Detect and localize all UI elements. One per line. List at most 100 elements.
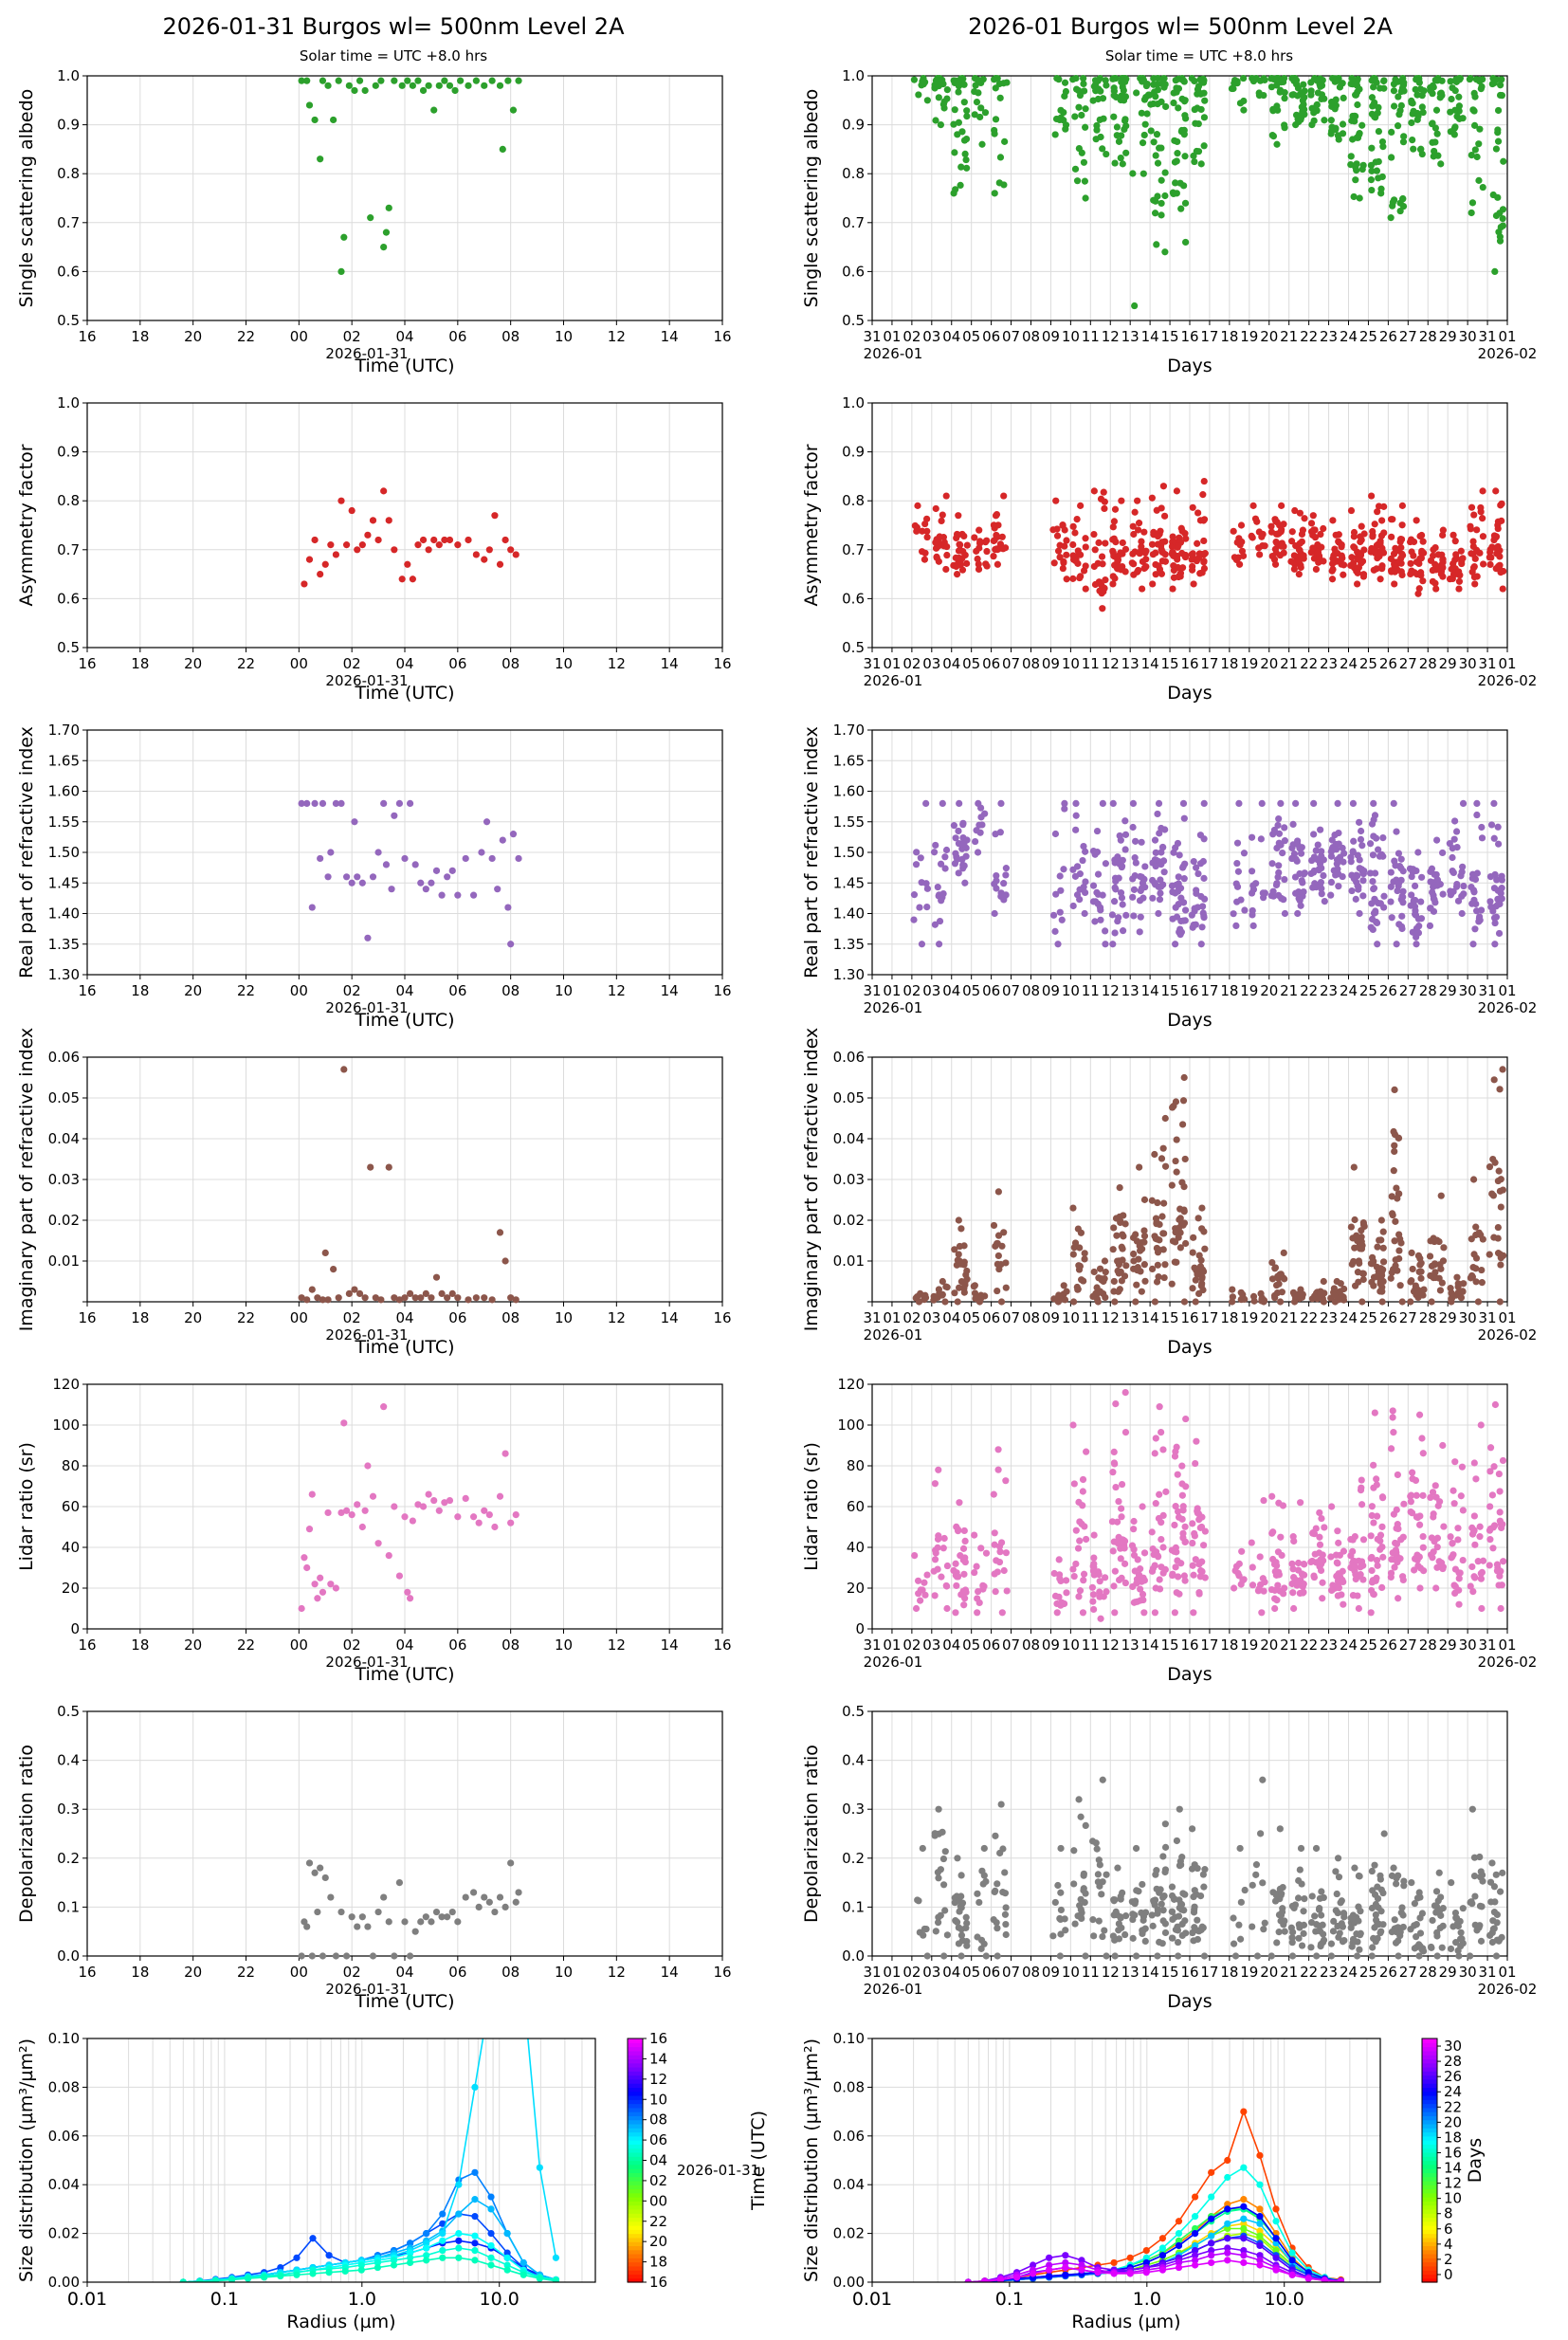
lr-day-point xyxy=(395,1572,404,1580)
dr-month-point xyxy=(1447,1945,1455,1953)
ssa-month-xtick-label: 20 xyxy=(1260,328,1278,345)
n-month-point xyxy=(1379,833,1387,842)
dr-month-xtick-label: 17 xyxy=(1200,1964,1218,1981)
ssa-month-point xyxy=(958,128,966,136)
ssa-month-point xyxy=(1071,113,1079,120)
k-month-point xyxy=(1000,1229,1008,1236)
g-month-point xyxy=(1416,532,1424,540)
k-month-point xyxy=(1427,1237,1434,1245)
ssa-month-point xyxy=(1240,97,1248,105)
n-day-point xyxy=(454,891,462,899)
lr-month-point xyxy=(1096,1578,1103,1585)
k-month-point xyxy=(936,1289,943,1297)
g-month-point xyxy=(1140,528,1148,536)
ssa-month-point xyxy=(1466,75,1473,83)
lr-month-xtick-label: 03 xyxy=(922,1636,940,1654)
k-month-point xyxy=(1347,1223,1355,1231)
subtitle-left: Solar time = UTC +8.0 hrs xyxy=(300,47,487,64)
lr-month-point xyxy=(1158,1563,1165,1571)
n-month-point xyxy=(1151,836,1159,844)
lr-month-point xyxy=(1078,1520,1085,1528)
k-month-point xyxy=(1390,1127,1397,1136)
ssa-month-point xyxy=(1468,209,1475,217)
dr-month-point xyxy=(1061,1915,1068,1923)
lr-month-point xyxy=(1340,1600,1347,1608)
lr-month-point xyxy=(1109,1469,1117,1476)
lr-month-point xyxy=(1178,1491,1186,1499)
lr-month-point xyxy=(1439,1563,1448,1571)
k-month-point xyxy=(1176,1205,1184,1213)
k-month-point xyxy=(994,1287,1001,1295)
lr-month-point xyxy=(1151,1562,1158,1569)
ssa-month-point xyxy=(996,94,1004,101)
ssa-month-point xyxy=(1352,176,1359,184)
n-month-point xyxy=(1354,882,1361,889)
dr-month-point xyxy=(1279,1905,1286,1912)
ssa-month-point xyxy=(992,116,1000,123)
g-month-point xyxy=(1056,554,1064,561)
g-month-point xyxy=(1486,546,1494,554)
dr-month-point xyxy=(1051,1898,1059,1907)
g-month-point xyxy=(1296,546,1304,554)
ssa-month-point xyxy=(1160,83,1168,91)
k-month-point xyxy=(1192,1276,1199,1284)
g-month-point xyxy=(1177,524,1185,532)
ssa-month-point xyxy=(1353,78,1360,85)
lr-month-point xyxy=(1459,1556,1467,1564)
g-month-point xyxy=(1049,526,1057,534)
n-month-point xyxy=(975,821,983,829)
ssa-day-point xyxy=(496,82,504,89)
n-day-xlabel: Time (UTC) xyxy=(354,1010,454,1031)
n-month-point xyxy=(1294,909,1302,918)
g-month-point xyxy=(1467,522,1474,530)
g-month-point xyxy=(1233,539,1241,546)
lr-month-point xyxy=(1486,1526,1494,1534)
ssa-month-point xyxy=(1152,152,1159,159)
n-month-point xyxy=(1082,848,1089,855)
ssa-month-point xyxy=(1497,82,1504,89)
n-month-point xyxy=(1079,856,1086,865)
lr-day-point xyxy=(496,1492,504,1500)
lr-month-point xyxy=(1367,1532,1375,1540)
dr-month-point xyxy=(1096,1861,1103,1869)
dr-day-point xyxy=(342,1952,351,1960)
n-month-point xyxy=(1398,892,1406,901)
g-month-point xyxy=(942,492,950,500)
g-month-point xyxy=(1082,543,1089,551)
ssa-month-point xyxy=(1075,86,1083,95)
lr-month-point xyxy=(1316,1508,1323,1517)
dr-month-point xyxy=(1175,1952,1182,1960)
k-month-point xyxy=(1069,1204,1077,1212)
dr-month-point xyxy=(1070,1880,1078,1888)
ssa-month-point xyxy=(1356,85,1363,93)
n-month-point xyxy=(1350,837,1358,845)
dr-month-point xyxy=(931,1830,939,1837)
lr-month-point xyxy=(1192,1459,1199,1468)
g-month-point xyxy=(1300,555,1307,562)
k-day-point xyxy=(303,1296,311,1304)
lr-month-point xyxy=(1069,1421,1077,1429)
lr-day-point xyxy=(401,1513,409,1521)
dr-month-point xyxy=(1415,1952,1423,1960)
lr-month-point xyxy=(1378,1523,1386,1530)
n-month-xtick-label: 13 xyxy=(1121,982,1140,999)
dr-month-point xyxy=(1194,1935,1202,1944)
lr-month-point xyxy=(1374,1562,1381,1569)
ssa-month-point xyxy=(1367,161,1376,169)
ssa-month-point xyxy=(1191,157,1198,166)
dr-month-point xyxy=(1477,1937,1486,1945)
lr-month-point xyxy=(1499,1456,1507,1465)
n-month-point xyxy=(910,916,918,923)
dr-month-point xyxy=(1372,1910,1379,1919)
dr-day-frame xyxy=(86,1710,723,1957)
g-month-point xyxy=(1109,573,1117,580)
lr-month-point xyxy=(1159,1569,1167,1577)
g-month-point xyxy=(1320,558,1327,565)
dr-month-point xyxy=(1057,1930,1065,1938)
g-month-point xyxy=(1196,517,1205,524)
ssa-month-point xyxy=(1051,131,1059,138)
lr-month-point xyxy=(1351,1567,1358,1575)
n-month-point xyxy=(931,921,939,928)
g-month-point xyxy=(1158,539,1166,546)
ssa-month-point xyxy=(1452,77,1460,85)
